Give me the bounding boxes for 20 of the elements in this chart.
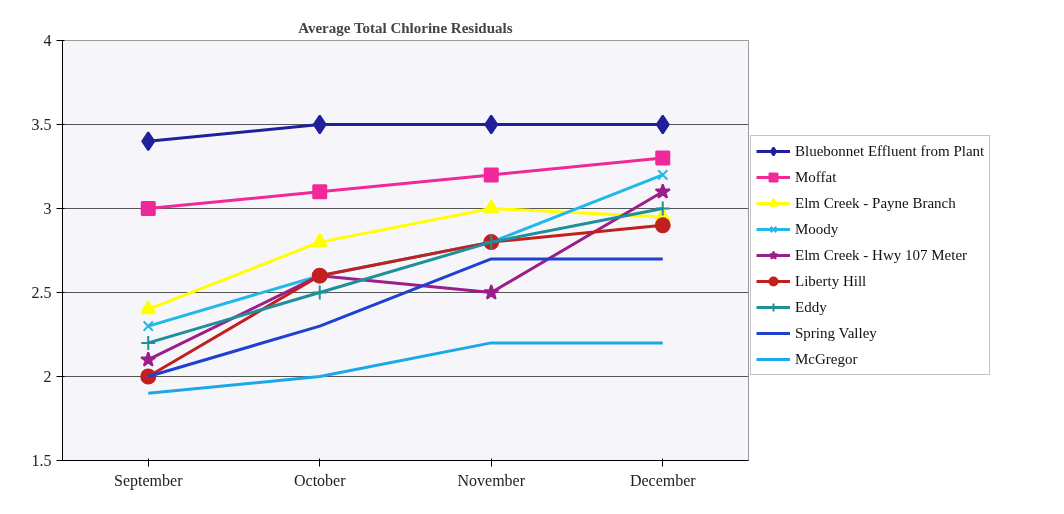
y-tick-label: 2.5 — [31, 284, 52, 301]
x-tick-label: November — [457, 471, 526, 489]
x-tick-label: September — [114, 471, 184, 490]
legend-label: Liberty Hill — [795, 272, 867, 290]
y-tick-label: 4 — [43, 32, 52, 49]
y-tick-label: 2 — [43, 368, 52, 385]
x-tick-label: October — [293, 471, 347, 489]
y-tick-label: 3 — [43, 200, 52, 217]
legend-label: Elm Creek - Hwy 107 Meter — [795, 246, 968, 264]
y-tick-label: 1.5 — [31, 452, 52, 469]
legend-label: McGregor — [795, 350, 858, 368]
legend-label: Moody — [795, 220, 839, 238]
x-tick-label: December — [629, 471, 697, 489]
legend-label: Elm Creek - Payne Branch — [795, 194, 956, 212]
chart-title: Average Total Chlorine Residuals — [298, 19, 513, 36]
legend-label: Bluebonnet Effluent from Plant — [795, 142, 985, 160]
legend-label: Spring Valley — [795, 324, 877, 342]
legend-label: Eddy — [795, 298, 827, 316]
legend-label: Moffat — [795, 168, 837, 186]
y-tick-label: 3.5 — [31, 116, 52, 133]
